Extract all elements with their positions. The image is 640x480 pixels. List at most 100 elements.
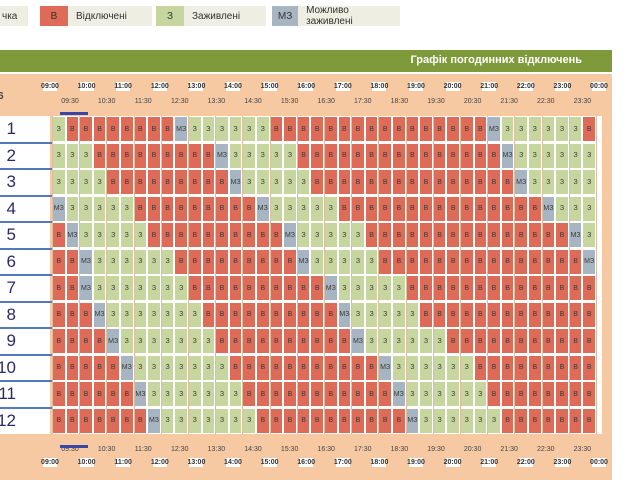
schedule-cell: МЗ bbox=[148, 408, 160, 433]
schedule-cell: В bbox=[161, 117, 174, 141]
schedule-cell: В bbox=[175, 170, 187, 194]
schedule-cell: В bbox=[189, 276, 201, 300]
schedule-cell: З bbox=[515, 143, 527, 168]
halfhour-label-bottom: 18:30 bbox=[390, 446, 409, 453]
schedule-cell: В bbox=[515, 382, 527, 406]
schedule-cell: В bbox=[93, 382, 106, 406]
schedule-cell: З bbox=[202, 382, 215, 406]
schedule-cell: В bbox=[270, 302, 283, 327]
hour-label-top: 18:00 bbox=[370, 82, 389, 91]
hour-label-top: 19:00 bbox=[407, 82, 425, 91]
schedule-cell: З bbox=[134, 355, 147, 380]
schedule-cell: В bbox=[515, 249, 527, 274]
halfhour-label-top: 10:30 bbox=[97, 98, 116, 105]
schedule-cell: З bbox=[148, 276, 160, 300]
schedule-cell: В bbox=[569, 276, 582, 300]
schedule-cell: В bbox=[297, 382, 310, 406]
schedule-cell: В bbox=[515, 302, 527, 327]
halfhour-label-top: 12:30 bbox=[171, 98, 189, 105]
schedule-cell: В bbox=[338, 170, 351, 194]
schedule-cell: В bbox=[53, 382, 65, 406]
schedule-cell: В bbox=[461, 302, 473, 327]
grid-divider bbox=[106, 116, 108, 434]
schedule-cell: З bbox=[529, 170, 541, 194]
schedule-cell: В bbox=[542, 302, 555, 327]
schedule-cell: В bbox=[501, 382, 514, 406]
schedule-cell: З bbox=[121, 196, 133, 221]
schedule-cell: З bbox=[270, 143, 283, 168]
schedule-cell: З bbox=[216, 117, 228, 141]
schedule-cell: З bbox=[202, 117, 215, 141]
schedule-cell: В bbox=[393, 170, 405, 194]
hour-label-top: 21:00 bbox=[480, 82, 499, 91]
queue-label: 7 bbox=[6, 278, 16, 298]
schedule-cell: МЗ bbox=[542, 196, 555, 221]
schedule-cell: В bbox=[229, 302, 242, 327]
schedule-cell: В bbox=[365, 143, 378, 168]
schedule-cell: З bbox=[556, 143, 568, 168]
schedule-cell: В bbox=[379, 196, 391, 221]
hour-label-top: 15:00 bbox=[260, 82, 279, 91]
schedule-cell: З bbox=[393, 302, 405, 327]
schedule-cell: МЗ bbox=[134, 382, 147, 406]
schedule-cell: З bbox=[583, 143, 595, 168]
schedule-cell: В bbox=[66, 382, 79, 406]
queue-label: 11 bbox=[0, 384, 16, 404]
schedule-cell: З bbox=[66, 143, 79, 168]
schedule-cell: В bbox=[406, 143, 419, 168]
hour-label-bottom: 17:00 bbox=[333, 458, 352, 467]
halfhour-label-bottom: 20:30 bbox=[463, 446, 482, 453]
schedule-cell: В bbox=[501, 249, 514, 274]
schedule-title-bar: Графік погодинних відключень bbox=[0, 50, 612, 72]
schedule-cell: В bbox=[325, 117, 337, 141]
schedule-cell: З bbox=[420, 329, 432, 353]
schedule-cell: В bbox=[569, 355, 582, 380]
schedule-cell: В bbox=[257, 382, 269, 406]
queue-separator bbox=[0, 406, 52, 409]
schedule-cell: В bbox=[583, 329, 595, 353]
schedule-cell: В bbox=[542, 382, 555, 406]
schedule-cell: З bbox=[325, 196, 337, 221]
schedule-cell: В bbox=[420, 170, 432, 194]
hour-label-bottom: 10:00 bbox=[77, 458, 96, 467]
schedule-cell: В bbox=[501, 302, 514, 327]
schedule-cell: З bbox=[202, 355, 215, 380]
schedule-cell: В bbox=[257, 355, 269, 380]
schedule-cell: МЗ bbox=[583, 249, 595, 274]
schedule-cell: З bbox=[107, 302, 119, 327]
schedule-cell: В bbox=[461, 170, 473, 194]
schedule-cell: В bbox=[515, 196, 527, 221]
schedule-cell: В bbox=[66, 408, 79, 433]
schedule-cell: В bbox=[501, 196, 514, 221]
schedule-cell: З bbox=[542, 170, 555, 194]
legend-label: Відключені bbox=[76, 10, 127, 22]
schedule-cell: В bbox=[161, 223, 174, 247]
schedule-cell: МЗ bbox=[121, 355, 133, 380]
schedule-cell: В bbox=[311, 117, 323, 141]
schedule-cell: В bbox=[325, 355, 337, 380]
schedule-cell: З bbox=[569, 143, 582, 168]
schedule-cell: В bbox=[488, 382, 500, 406]
schedule-cell: В bbox=[121, 117, 133, 141]
schedule-cell: В bbox=[284, 302, 296, 327]
schedule-cell: В bbox=[80, 382, 92, 406]
schedule-cell: З bbox=[148, 249, 160, 274]
schedule-cell: В bbox=[529, 355, 541, 380]
schedule-cell: В bbox=[447, 249, 459, 274]
schedule-cell: З bbox=[107, 196, 119, 221]
grid-divider bbox=[596, 116, 597, 434]
schedule-cell: З bbox=[311, 249, 323, 274]
schedule-cell: З bbox=[202, 329, 215, 353]
schedule-cell: В bbox=[447, 117, 459, 141]
legend-swatch: З bbox=[156, 6, 184, 26]
schedule-cell: МЗ bbox=[569, 223, 582, 247]
queue-label: 9 bbox=[6, 331, 16, 351]
schedule-cell: З bbox=[352, 249, 364, 274]
schedule-cell: МЗ bbox=[216, 143, 228, 168]
schedule-cell: В bbox=[311, 170, 323, 194]
halfhour-label-top: 21:30 bbox=[500, 98, 518, 105]
halfhour-label-top: 17:30 bbox=[354, 98, 372, 105]
schedule-cell: В bbox=[447, 223, 459, 247]
hour-label-bottom: 14:00 bbox=[224, 458, 242, 467]
schedule-cell: З bbox=[229, 143, 242, 168]
